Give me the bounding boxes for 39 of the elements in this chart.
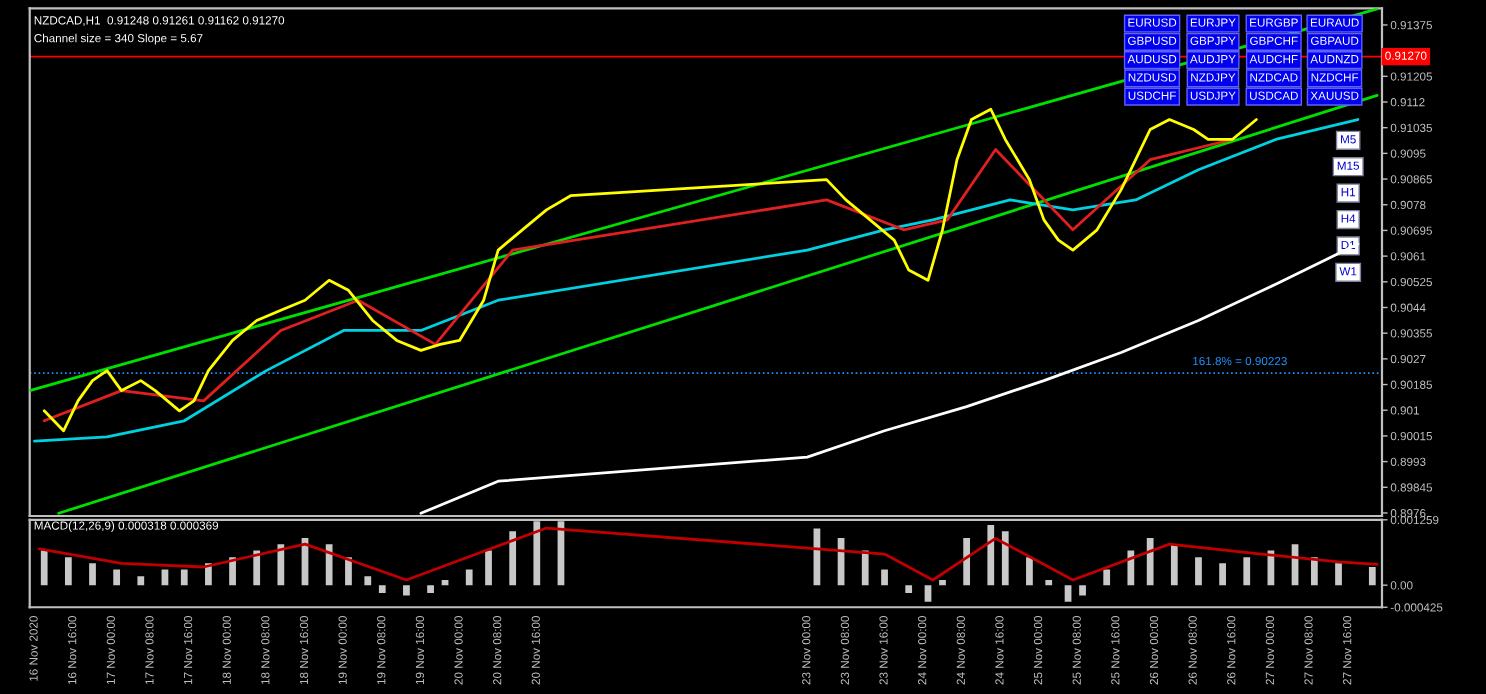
bar <box>1064 585 1072 602</box>
bar <box>113 569 121 586</box>
bar <box>924 585 932 602</box>
bar <box>1045 579 1053 586</box>
bar <box>1335 563 1342 586</box>
bar <box>64 557 72 586</box>
bar <box>905 585 913 593</box>
bar <box>963 537 971 586</box>
bar <box>253 550 261 586</box>
bar <box>229 557 236 586</box>
bar <box>1146 537 1154 586</box>
bar <box>939 579 946 586</box>
bar <box>1195 557 1202 586</box>
bar <box>378 585 386 593</box>
bar <box>277 544 285 586</box>
bar <box>137 576 145 586</box>
bar <box>325 544 333 586</box>
bar <box>403 585 410 596</box>
bar <box>1170 544 1178 586</box>
bar <box>1127 550 1135 586</box>
bar <box>427 585 434 593</box>
bar <box>180 569 188 586</box>
bar <box>89 563 96 586</box>
bar <box>1079 585 1086 596</box>
bar <box>1310 557 1318 586</box>
bar <box>861 550 869 586</box>
bar <box>364 576 372 586</box>
bar <box>40 550 48 586</box>
bar <box>987 524 995 586</box>
bar <box>1368 567 1376 586</box>
bar <box>1103 569 1111 586</box>
bar <box>1026 557 1033 586</box>
bar <box>1001 531 1009 586</box>
bar <box>1219 563 1226 586</box>
bar <box>465 569 473 586</box>
bar <box>1243 557 1251 586</box>
bar <box>881 569 888 586</box>
bar <box>485 550 492 586</box>
bar <box>509 531 517 586</box>
